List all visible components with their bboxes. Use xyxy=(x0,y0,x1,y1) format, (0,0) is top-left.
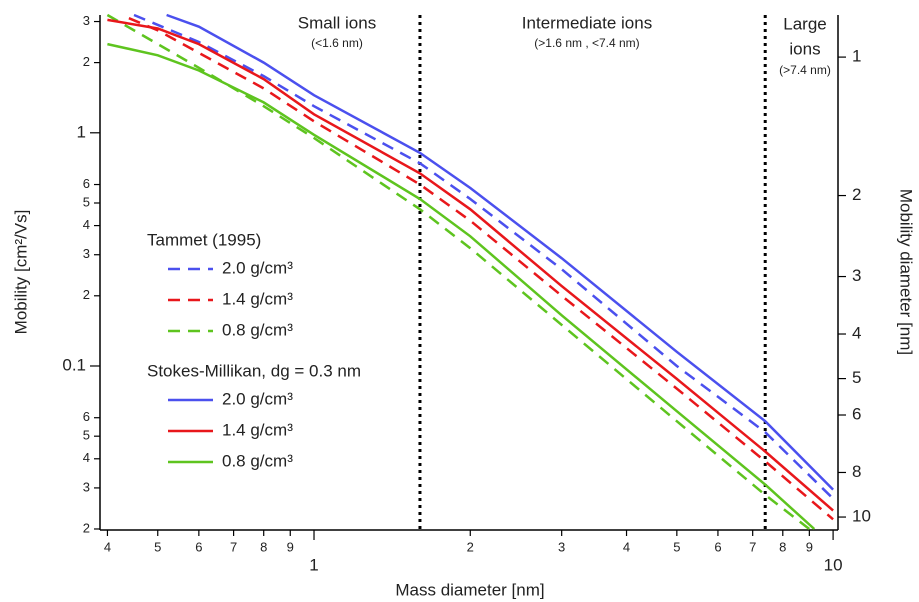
x-tick-label: 9 xyxy=(287,539,294,554)
x-tick-label: 3 xyxy=(558,539,565,554)
x-tick-label: 4 xyxy=(623,539,630,554)
y-tick-label: 2 xyxy=(83,287,90,302)
y-tick-label: 3 xyxy=(83,479,90,494)
y2-tick-label: 5 xyxy=(852,368,861,387)
data-line xyxy=(107,18,834,512)
x-axis-title: Mass diameter [nm] xyxy=(395,580,544,599)
x-tick-label: 2 xyxy=(467,539,474,554)
y2-tick-label: 1 xyxy=(852,47,861,66)
legend-label: 0.8 g/cm³ xyxy=(222,451,293,470)
legend-label: 0.8 g/cm³ xyxy=(222,320,293,339)
y2-tick-label: 8 xyxy=(852,462,861,481)
y-tick-label: 1 xyxy=(77,122,86,141)
x-tick-label: 8 xyxy=(260,539,267,554)
legend-title: Stokes-Millikan, dg = 0.3 nm xyxy=(147,361,361,380)
x-tick-label: 1 xyxy=(309,555,318,574)
y2-tick-label: 3 xyxy=(852,266,861,285)
y-axis-title: Mobility [cm²/Vs] xyxy=(11,210,30,335)
data-line xyxy=(107,42,816,530)
y-tick-label: 4 xyxy=(83,450,90,465)
y2-axis-title: Mobility diameter [nm] xyxy=(897,189,916,355)
y-tick-label: 5 xyxy=(83,194,90,209)
x-tick-label: 10 xyxy=(824,555,843,574)
y-tick-label: 5 xyxy=(83,428,90,443)
region-note: (>1.6 nm , <7.4 nm) xyxy=(534,36,639,50)
region-label: ions xyxy=(789,39,820,58)
y-tick-label: 6 xyxy=(83,409,90,424)
data-line xyxy=(133,13,834,500)
x-tick-label: 6 xyxy=(195,539,202,554)
data-line xyxy=(128,17,834,521)
region-label: Intermediate ions xyxy=(522,13,652,32)
legend-label: 1.4 g/cm³ xyxy=(222,420,293,439)
y2-tick-label: 2 xyxy=(852,185,861,204)
y-tick-label: 4 xyxy=(83,217,90,232)
legend-label: 2.0 g/cm³ xyxy=(222,389,293,408)
x-tick-label: 4 xyxy=(104,539,111,554)
y-tick-label: 0.1 xyxy=(62,355,86,374)
y-tick-label: 3 xyxy=(83,13,90,28)
data-line xyxy=(166,13,834,491)
legend-label: 1.4 g/cm³ xyxy=(222,289,293,308)
legend-title: Tammet (1995) xyxy=(147,230,261,249)
legend-label: 2.0 g/cm³ xyxy=(222,258,293,277)
y2-tick-label: 10 xyxy=(852,507,871,526)
x-tick-label: 8 xyxy=(779,539,786,554)
region-note: (<1.6 nm) xyxy=(311,36,363,50)
region-label: Small ions xyxy=(298,13,376,32)
x-tick-label: 7 xyxy=(749,539,756,554)
y-tick-label: 2 xyxy=(83,520,90,535)
x-tick-label: 5 xyxy=(154,539,161,554)
region-label: Large xyxy=(783,14,826,33)
x-tick-label: 9 xyxy=(806,539,813,554)
y-tick-label: 6 xyxy=(83,176,90,191)
y2-tick-label: 4 xyxy=(852,323,861,342)
region-note: (>7.4 nm) xyxy=(779,63,831,77)
y-tick-label: 2 xyxy=(83,54,90,69)
x-tick-label: 5 xyxy=(673,539,680,554)
y2-tick-label: 6 xyxy=(852,404,861,423)
y-tick-label: 3 xyxy=(83,246,90,261)
x-tick-label: 6 xyxy=(714,539,721,554)
data-line xyxy=(106,13,811,530)
x-tick-label: 7 xyxy=(230,539,237,554)
